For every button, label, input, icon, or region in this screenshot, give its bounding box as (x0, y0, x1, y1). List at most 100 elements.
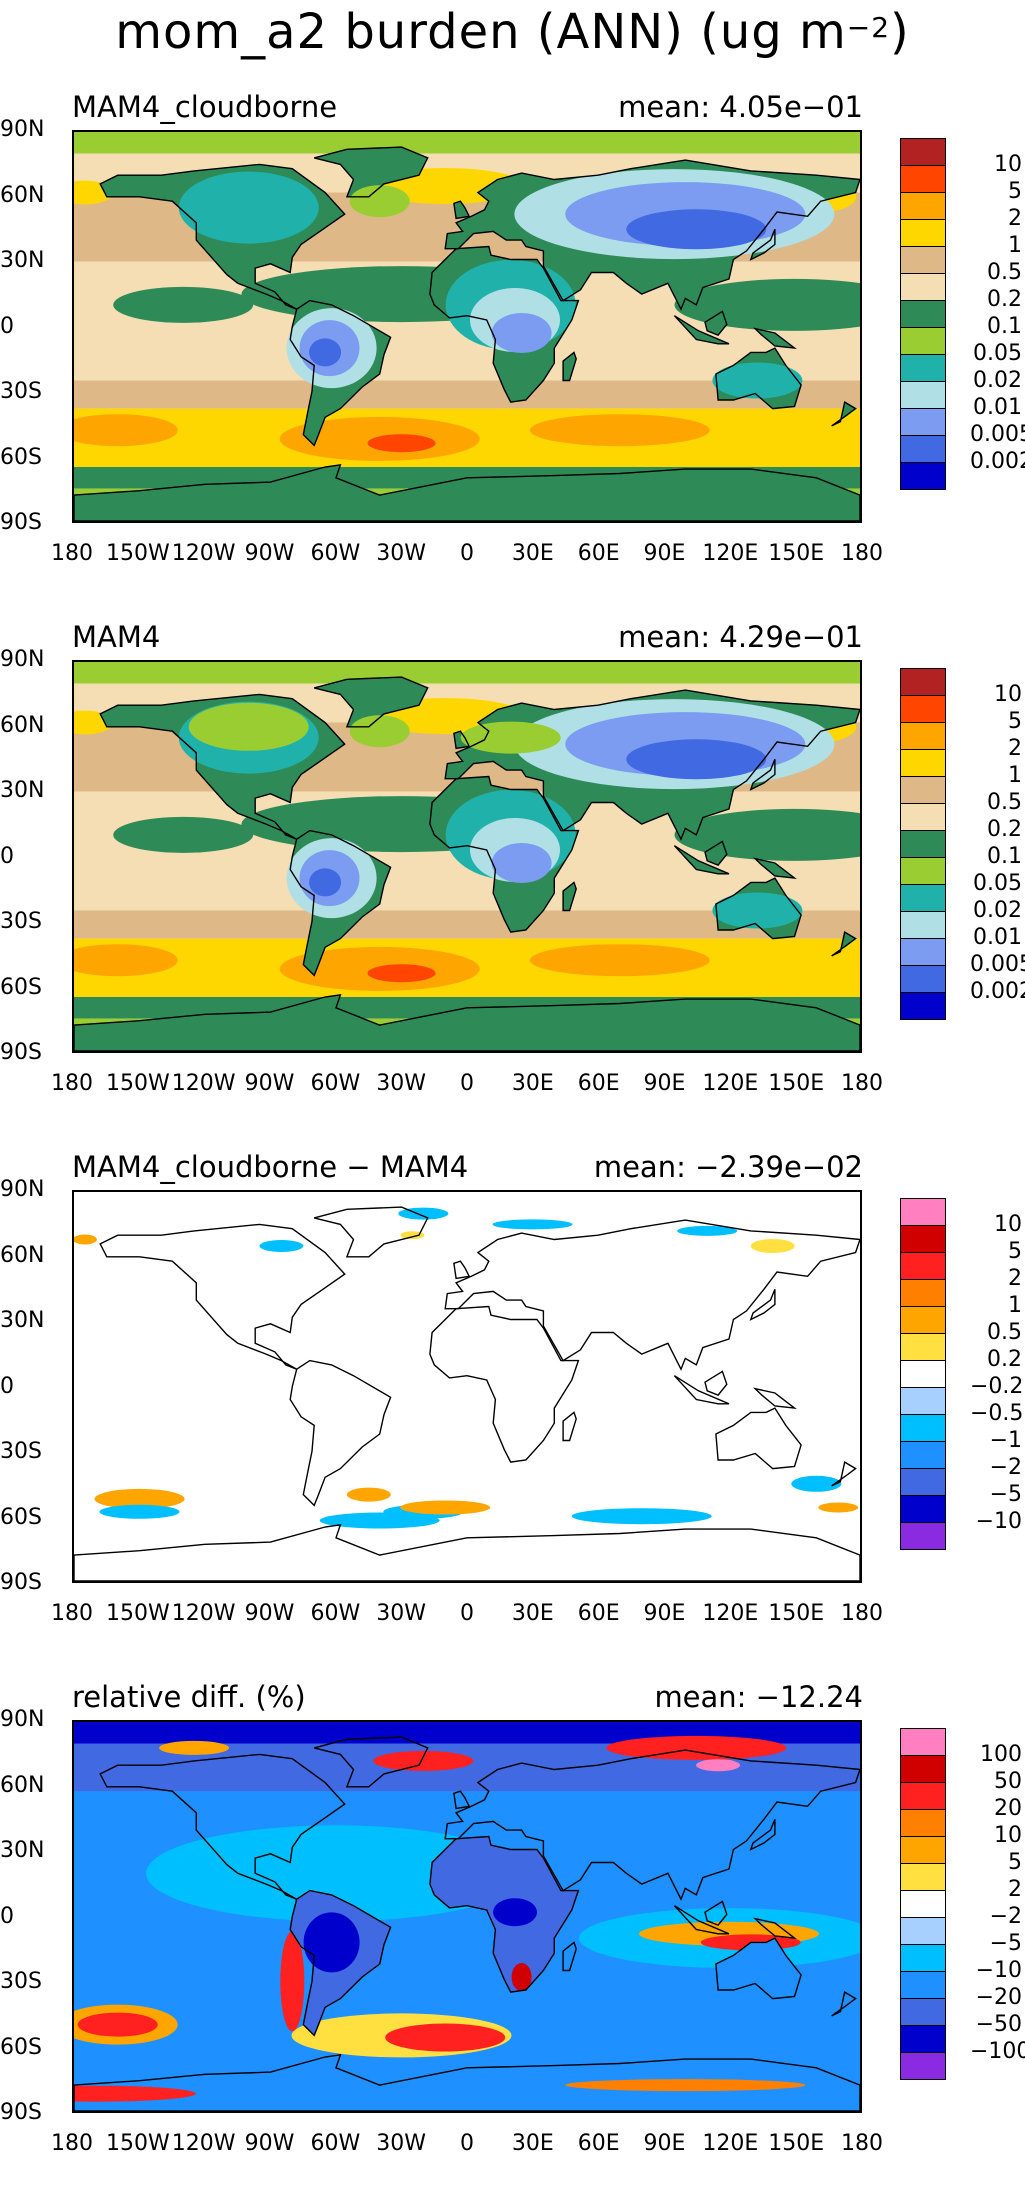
x-tick-label: 90E (643, 1601, 686, 1626)
colorbar-label: 1 (1008, 233, 1022, 258)
y-tick-label: 0 (0, 1903, 14, 1929)
x-tick-label: 0 (460, 541, 474, 566)
x-tick-label: 150E (768, 1071, 825, 1096)
x-tick-label: 150E (768, 2131, 825, 2156)
colorbar-swatch (900, 1756, 946, 1783)
y-tick-label: 60N (0, 1772, 45, 1798)
x-tick-label: 30E (511, 1601, 554, 1626)
colorbar-swatch (900, 328, 946, 355)
y-tick-label: 90S (0, 510, 42, 535)
map-plot (72, 1720, 862, 2113)
colorbar-swatch (900, 382, 946, 409)
x-tick-label: 120E (702, 2131, 759, 2156)
colorbar-swatch (900, 750, 946, 777)
colorbar-swatch (900, 966, 946, 993)
title-main: mom_a2 burden (ANN) (ug m (115, 4, 847, 60)
x-tick-label: 90W (244, 2131, 295, 2156)
colorbar-swatch (900, 274, 946, 301)
y-tick-label: 60N (0, 712, 45, 738)
colorbar-swatch (900, 939, 946, 966)
colorbar-swatch (900, 831, 946, 858)
x-tick-label: 180 (841, 1071, 883, 1096)
colorbar-swatch (900, 1280, 946, 1307)
x-tick-label: 90E (643, 541, 686, 566)
y-tick-label: 60N (0, 1242, 45, 1268)
panel-mean: mean: 4.05e−01 (618, 90, 863, 124)
colorbar-label: 100 (980, 1742, 1022, 1767)
colorbar-swatch (900, 723, 946, 750)
colorbar-swatch (900, 1226, 946, 1253)
colorbar-label: 50 (994, 1769, 1022, 1794)
colorbar-label: −5 (989, 1482, 1022, 1507)
x-tick-label: 0 (460, 2131, 474, 2156)
colorbar-label: 2 (1008, 1266, 1022, 1291)
y-tick-label: 60S (0, 2034, 42, 2060)
x-tick-label: 120E (702, 1601, 759, 1626)
colorbar-label: 5 (1008, 179, 1022, 204)
x-tick-label: 60W (310, 541, 361, 566)
colorbar (900, 1198, 946, 1550)
x-tick-label: 30E (511, 541, 554, 566)
colorbar-swatch (900, 1864, 946, 1891)
x-tick-label: 60E (577, 2131, 620, 2156)
colorbar-label: 1 (1008, 1293, 1022, 1318)
x-tick-label: 180 (841, 541, 883, 566)
x-tick-label: 90E (643, 1071, 686, 1096)
x-tick-label: 30W (376, 2131, 427, 2156)
colorbar-swatch (900, 2026, 946, 2053)
y-tick-label: 30N (0, 778, 45, 803)
y-tick-label: 0 (0, 313, 14, 339)
y-tick-label: 30S (0, 1439, 42, 1464)
colorbar-label: 1 (1008, 763, 1022, 788)
colorbar-swatch (900, 1415, 946, 1442)
colorbar-label: 0.5 (987, 790, 1022, 815)
colorbar-label: 5 (1008, 1239, 1022, 1264)
x-tick-label: 30E (511, 1071, 554, 1096)
x-tick-label: 180 (51, 541, 93, 566)
x-tick-label: 90W (244, 541, 295, 566)
colorbar-label: 2 (1008, 736, 1022, 761)
colorbar-label: −10 (975, 1509, 1022, 1534)
colorbar-label: 10 (994, 152, 1022, 177)
colorbar-swatch (900, 436, 946, 463)
colorbar-swatch (900, 1496, 946, 1523)
colorbar-swatch (900, 668, 946, 696)
colorbar-swatch (900, 1469, 946, 1496)
x-tick-label: 60W (310, 1071, 361, 1096)
map-plot (72, 660, 862, 1053)
panel-label: MAM4_cloudborne − MAM4 (72, 1150, 469, 1184)
colorbar-label: −2 (989, 1455, 1022, 1480)
map-panel-1: MAM4_cloudborne mean: 4.05e−01 90N 60N 30N 0 3… (0, 90, 1025, 610)
colorbar-label: −10 (975, 1958, 1022, 1983)
y-tick-label: 60S (0, 1504, 42, 1530)
colorbar-swatch (900, 1388, 946, 1415)
colorbar-label: 20 (994, 1796, 1022, 1821)
panel-mean: mean: −12.24 (654, 1680, 863, 1714)
y-tick-label: 60N (0, 182, 45, 208)
map-panel-3: MAM4_cloudborne − MAM4 mean: −2.39e−02 90N… (0, 1150, 1025, 1670)
x-tick-label: 90W (244, 1601, 295, 1626)
colorbar-label: 0.005 (970, 422, 1025, 447)
colorbar-label: −2 (989, 1904, 1022, 1929)
colorbar-label: 0.005 (970, 952, 1025, 977)
colorbar-label: 0.1 (987, 314, 1022, 339)
colorbar-label: 0.05 (973, 871, 1022, 896)
colorbar-swatch (900, 804, 946, 831)
colorbar-label: 0.02 (973, 898, 1022, 923)
colorbar-swatch (900, 1891, 946, 1918)
colorbar-swatch (900, 138, 946, 166)
x-tick-label: 180 (51, 1071, 93, 1096)
colorbar-label: 5 (1008, 709, 1022, 734)
colorbar-swatch (900, 1361, 946, 1388)
x-tick-label: 0 (460, 1601, 474, 1626)
colorbar-swatch (900, 166, 946, 193)
colorbar-swatch (900, 1523, 946, 1550)
x-tick-label: 150W (105, 1601, 170, 1626)
title-exponent: −2 (846, 11, 891, 44)
x-tick-label: 90E (643, 2131, 686, 2156)
x-tick-label: 120W (171, 1601, 236, 1626)
x-tick-label: 180 (51, 2131, 93, 2156)
colorbar-swatch (900, 885, 946, 912)
colorbar-swatch (900, 1442, 946, 1469)
colorbar-label: 10 (994, 1823, 1022, 1848)
